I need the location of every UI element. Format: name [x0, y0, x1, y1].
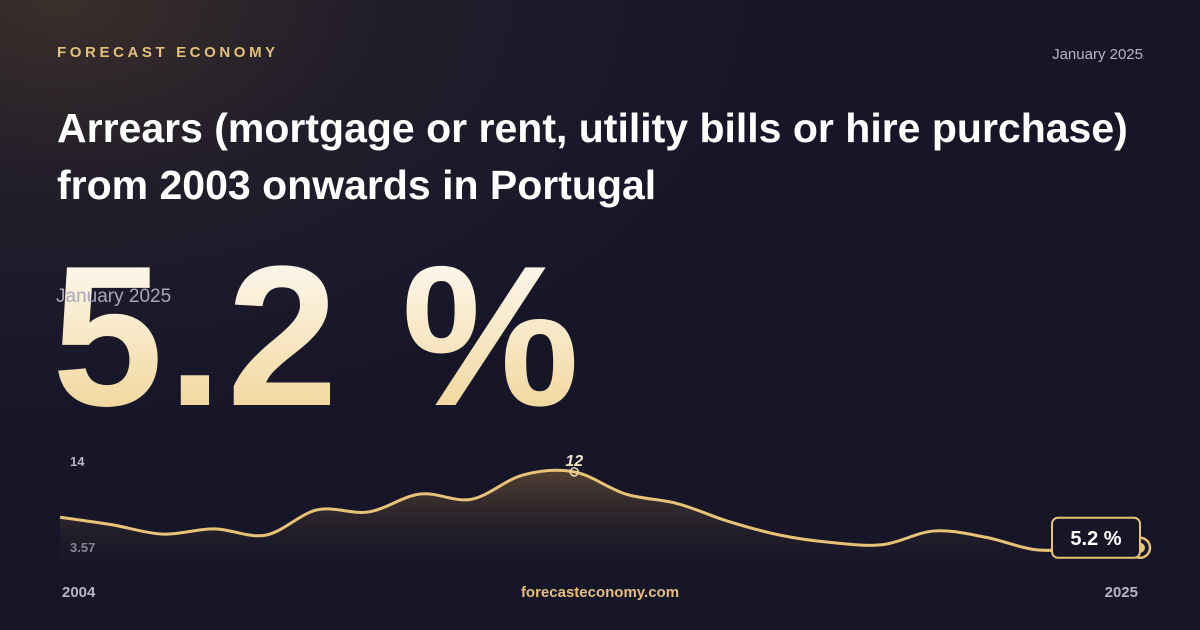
headline: 5.2 %	[52, 225, 583, 448]
y-tick-label: 14	[70, 454, 85, 469]
date: January 2025	[1052, 46, 1143, 63]
callout-label: 5.2 %	[1070, 528, 1121, 550]
footer: forecasteconomy.com	[520, 584, 680, 601]
callout-box	[1051, 516, 1141, 559]
x-tick-label: 2004	[62, 584, 96, 601]
line	[59, 468, 1141, 552]
point	[569, 467, 580, 477]
chart-title: Arrears (mortgage or rent, utility bills…	[57, 105, 1128, 208]
area	[60, 470, 1140, 565]
x-tick-label: 2025	[1105, 584, 1138, 601]
headline-date: January 2025	[56, 286, 171, 307]
value-label: 12	[565, 453, 583, 470]
brand: FORECAST ECONOMY	[57, 44, 279, 61]
